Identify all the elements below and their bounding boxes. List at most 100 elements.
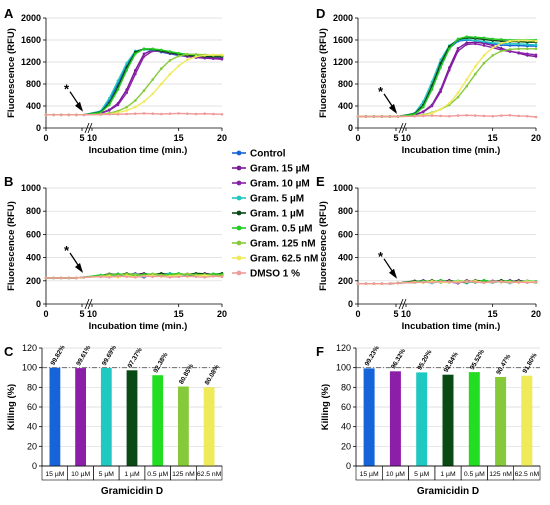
- data-point: [151, 78, 154, 81]
- data-point: [212, 112, 215, 116]
- y-tick-label: 0: [36, 299, 41, 309]
- data-point: [465, 280, 469, 283]
- category-label: 1 µM: [124, 471, 140, 478]
- data-point: [168, 59, 172, 62]
- data-point: [456, 49, 460, 53]
- data-point: [508, 48, 512, 51]
- y-tick-label: 400: [26, 253, 41, 263]
- axis-break-mark: [84, 298, 90, 310]
- x-tick-label: 0: [355, 309, 360, 319]
- x-axis-label: Gramicidin D: [417, 486, 479, 497]
- y-axis-label: Fluorescence (RFU): [318, 201, 329, 291]
- axis-break-mark: [398, 122, 404, 134]
- y-tick-label: 800: [338, 206, 353, 216]
- legend-label: Gram. 62.5 nM: [250, 254, 318, 265]
- series-line: [46, 48, 223, 116]
- bar: [495, 377, 507, 466]
- legend-swatch-marker: [236, 240, 242, 246]
- x-tick-label: 0: [43, 309, 48, 319]
- data-point: [508, 50, 512, 53]
- bar: [468, 372, 480, 466]
- data-point: [534, 53, 538, 57]
- data-point: [186, 53, 189, 56]
- x-tick-label: 10: [401, 309, 411, 319]
- bar-value-label: 97.37%: [127, 347, 144, 370]
- legend: Control Gram. 15 µM Gram. 10 µM Gram. 5 µM G…: [232, 149, 318, 280]
- y-tick-label: 40: [27, 422, 37, 432]
- data-point: [220, 275, 224, 279]
- x-tick-label: 5: [393, 133, 398, 143]
- data-point: [508, 114, 512, 117]
- data-point: [364, 115, 368, 118]
- data-point: [116, 103, 120, 107]
- data-point: [526, 39, 529, 42]
- x-tick-label: 20: [217, 309, 227, 319]
- panel-letter-b: B: [4, 174, 13, 189]
- data-point: [160, 112, 163, 116]
- data-point: [456, 37, 460, 41]
- line-chart-a: 0 400 800 1200 1600 2000 0 5 10 15 20 Incubation ti…: [6, 13, 227, 156]
- y-tick-label: 80: [341, 382, 351, 392]
- series-line: [46, 50, 223, 116]
- bar: [416, 372, 428, 466]
- data-point: [160, 82, 163, 86]
- annotation-asterisk: *: [378, 84, 384, 99]
- data-point: [380, 282, 384, 286]
- data-point: [482, 278, 486, 282]
- data-point: [491, 41, 495, 45]
- x-tick-label: 20: [217, 133, 227, 143]
- data-point: [220, 113, 224, 116]
- category-label: 10 µM: [386, 471, 405, 478]
- legend-label: Gram. 1 µM: [250, 209, 304, 220]
- legend-item: DMSO 1 %: [232, 269, 300, 280]
- y-axis-label: Fluorescence (RFU): [318, 28, 329, 118]
- data-point: [526, 43, 529, 46]
- y-tick-label: 1600: [21, 35, 41, 45]
- series-line: [46, 49, 223, 116]
- panel-letter-f: F: [316, 344, 324, 359]
- data-point: [108, 113, 111, 116]
- data-point: [430, 104, 434, 108]
- y-tick-label: 600: [26, 229, 41, 239]
- data-point: [168, 276, 172, 279]
- data-point: [526, 114, 529, 118]
- x-tick-label: 15: [174, 309, 184, 319]
- data-point: [116, 272, 120, 276]
- data-point: [534, 280, 538, 284]
- data-point: [203, 54, 206, 57]
- data-point: [142, 55, 146, 58]
- bar: [152, 375, 164, 466]
- data-point: [448, 69, 451, 72]
- data-point: [168, 72, 172, 76]
- data-point: [456, 47, 460, 50]
- category-label: 62.5 nM: [197, 471, 222, 478]
- category-label: 125 nM: [172, 471, 195, 478]
- data-point: [517, 51, 520, 54]
- data-point: [186, 58, 189, 62]
- data-point: [177, 275, 180, 279]
- y-tick-label: 120: [22, 343, 37, 353]
- data-point: [526, 52, 529, 56]
- panel-letter-c: C: [4, 344, 14, 359]
- data-point: [99, 275, 102, 279]
- data-point: [59, 113, 63, 117]
- data-point: [52, 113, 55, 117]
- category-label: 1 µM: [440, 471, 456, 478]
- x-axis-label: Incubation time (min.): [402, 145, 501, 156]
- category-cell: [196, 465, 223, 481]
- legend-label: Gram. 5 µM: [250, 194, 304, 205]
- legend-item: Gram. 5 µM: [232, 194, 304, 205]
- data-point: [44, 276, 48, 280]
- data-point: [474, 42, 477, 46]
- y-tick-label: 800: [338, 79, 353, 89]
- y-axis-label: Killing (%): [6, 384, 17, 430]
- annotation-asterisk: *: [378, 249, 384, 264]
- data-point: [380, 115, 384, 118]
- data-point: [134, 273, 137, 276]
- data-point: [491, 46, 495, 49]
- y-tick-label: 1600: [333, 35, 353, 45]
- data-point: [160, 274, 163, 278]
- data-point: [534, 43, 538, 47]
- data-point: [142, 274, 146, 278]
- legend-swatch-marker: [236, 195, 242, 201]
